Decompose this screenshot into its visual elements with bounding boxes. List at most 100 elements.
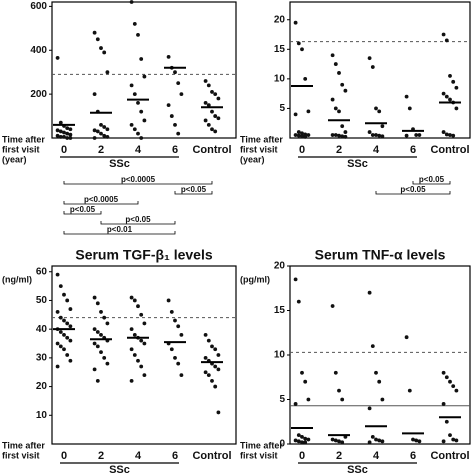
data-point — [102, 315, 107, 320]
data-point — [176, 361, 181, 366]
data-point — [99, 131, 103, 136]
data-point — [441, 32, 446, 37]
data-point — [337, 133, 341, 138]
data-point — [68, 127, 73, 132]
data-point — [62, 318, 66, 323]
group-label: SSc — [347, 464, 368, 474]
significance-label: p<0.05 — [181, 185, 207, 194]
data-point — [99, 333, 103, 337]
x-tick-label: 2 — [98, 144, 104, 156]
data-point — [377, 379, 382, 384]
x-axis-label: (year) — [240, 154, 265, 164]
data-point — [404, 94, 409, 99]
data-point — [210, 378, 214, 383]
significance-bracket — [63, 181, 213, 185]
data-point — [62, 347, 66, 352]
data-point — [92, 92, 97, 97]
data-point — [444, 419, 449, 424]
data-point — [203, 333, 208, 337]
data-point — [448, 133, 452, 137]
data-point — [206, 103, 211, 107]
data-point — [58, 330, 63, 334]
data-point — [370, 434, 375, 439]
x-tick-label: 0 — [61, 144, 67, 156]
data-point — [333, 106, 338, 111]
y-tick-label: 15 — [274, 305, 286, 316]
x-axis-label: first visit — [240, 144, 278, 154]
data-point — [95, 301, 100, 306]
data-point — [203, 79, 208, 83]
data-point — [306, 397, 311, 402]
data-point — [367, 406, 372, 411]
data-point — [337, 388, 341, 393]
data-point — [296, 433, 301, 437]
data-point — [337, 439, 341, 444]
data-point — [448, 433, 452, 437]
data-point — [216, 367, 221, 372]
data-point — [166, 298, 171, 303]
significance-bracket — [375, 191, 451, 195]
significance-bracket — [63, 231, 176, 235]
group-label: SSc — [109, 158, 130, 170]
data-point — [293, 112, 298, 117]
y-tick-label: 30 — [36, 353, 48, 364]
y-tick-label: 5 — [279, 103, 285, 114]
x-tick-label: 4 — [373, 144, 380, 156]
data-point — [340, 397, 345, 402]
x-tick-label: 6 — [172, 450, 178, 462]
data-point — [293, 402, 298, 406]
data-point — [68, 132, 73, 137]
significance-bracket — [174, 191, 213, 195]
data-point — [333, 370, 338, 375]
x-tick-label: 6 — [410, 450, 416, 462]
data-point — [169, 347, 174, 352]
data-point — [203, 355, 208, 360]
data-point — [374, 370, 378, 375]
x-axis-label: first visit — [2, 144, 40, 154]
data-point — [92, 341, 97, 346]
data-point — [105, 70, 110, 75]
data-point — [92, 128, 97, 133]
data-point — [102, 125, 107, 129]
data-point — [129, 327, 134, 332]
significance-label: p<0.0005 — [121, 175, 156, 184]
data-point — [62, 292, 66, 297]
y-axis-label: (pg/ml) — [240, 274, 270, 284]
x-tick-label: Control — [430, 450, 469, 462]
y-tick-label: 10 — [274, 350, 286, 361]
data-point — [296, 130, 301, 134]
data-point — [129, 347, 134, 352]
data-point — [179, 373, 184, 377]
data-point — [340, 82, 345, 87]
data-point — [142, 341, 147, 346]
data-point — [136, 358, 140, 363]
data-point — [139, 312, 144, 317]
x-tick-label: 0 — [299, 144, 305, 156]
data-point — [380, 134, 385, 139]
data-point — [448, 379, 452, 384]
data-point — [92, 295, 97, 300]
data-point — [206, 373, 211, 377]
data-point — [333, 438, 338, 443]
significance-label: p<0.0005 — [84, 195, 119, 204]
data-point — [210, 127, 214, 132]
x-axis-label: Time after — [240, 440, 283, 450]
data-point — [132, 92, 137, 97]
data-point — [55, 133, 60, 138]
x-tick-label: 4 — [135, 450, 142, 462]
data-point — [337, 71, 341, 75]
data-point — [213, 364, 218, 369]
data-point — [343, 134, 348, 139]
data-point — [411, 437, 415, 442]
data-point — [129, 122, 134, 127]
data-point — [136, 33, 140, 37]
data-point — [173, 318, 177, 323]
data-point — [55, 272, 60, 277]
data-point — [166, 54, 171, 59]
data-point — [132, 127, 137, 132]
data-point — [374, 106, 378, 111]
data-point — [92, 327, 97, 332]
x-tick-label: 2 — [98, 450, 104, 462]
data-point — [105, 135, 110, 139]
y-tick-label: 400 — [30, 45, 47, 56]
